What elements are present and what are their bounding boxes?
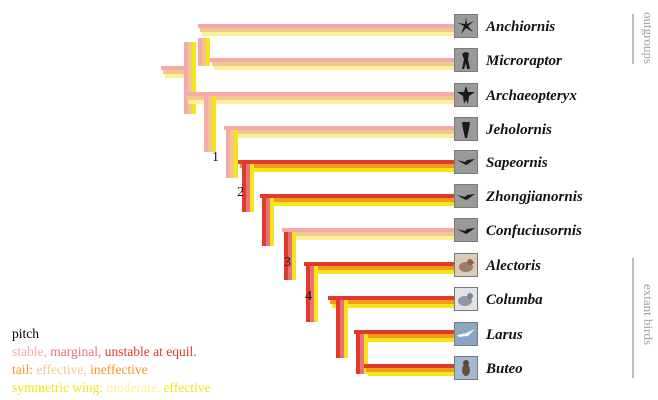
legend-tail-effective: effective, bbox=[36, 362, 87, 377]
legend-tail-prefix: tail: bbox=[12, 362, 33, 377]
taxon-label-alectoris: Alectoris bbox=[486, 258, 541, 274]
taxon-label-buteo: Buteo bbox=[486, 361, 523, 377]
taxon-label-larus: Larus bbox=[486, 327, 523, 343]
node-number-2: 2 bbox=[237, 185, 244, 200]
taxon-label-microraptor: Microraptor bbox=[486, 53, 562, 69]
bird-silhouette-icon bbox=[454, 150, 478, 174]
taxon-label-confuciusornis: Confuciusornis bbox=[486, 223, 582, 239]
archaeopteryx-silhouette-icon bbox=[454, 83, 478, 107]
legend-marginal: marginal, bbox=[50, 344, 102, 359]
legend-wing-effective: effective bbox=[163, 380, 211, 395]
outgroups-label: outgroups bbox=[641, 12, 656, 64]
hawk-photo-icon bbox=[454, 356, 478, 380]
taxon-label-sapeornis: Sapeornis bbox=[486, 155, 548, 171]
legend-tail-ineffective: ineffective bbox=[90, 362, 148, 377]
outgroups-bracket bbox=[632, 14, 634, 64]
taxon-label-jeholornis: Jeholornis bbox=[486, 122, 552, 138]
legend-title: pitch bbox=[12, 326, 39, 341]
legend-row-pitch-stability: stable, marginal, unstable at equil. bbox=[12, 344, 197, 360]
partridge-photo-icon bbox=[454, 253, 478, 277]
bird-silhouette-icon bbox=[454, 218, 478, 242]
legend-wing-prefix: symmetric wing: bbox=[12, 380, 104, 395]
legend-row-tail: tail: effective, ineffective bbox=[12, 362, 148, 378]
long-tailed-bird-silhouette-icon bbox=[454, 117, 478, 141]
legend-unstable: unstable at equil. bbox=[104, 344, 197, 359]
feathered-dinosaur-silhouette-icon bbox=[454, 14, 478, 38]
taxon-label-anchiornis: Anchiornis bbox=[486, 19, 556, 35]
taxon-label-archaeopteryx: Archaeopteryx bbox=[486, 88, 577, 104]
bird-silhouette-icon bbox=[454, 184, 478, 208]
gull-photo-icon bbox=[454, 322, 478, 346]
taxon-label-zhongjianornis: Zhongjianornis bbox=[486, 189, 583, 205]
extant-birds-bracket bbox=[632, 258, 634, 378]
legend-row-wing: symmetric wing: moderate, effective bbox=[12, 380, 210, 396]
extant-birds-label: extant birds bbox=[641, 284, 656, 346]
node-number-4: 4 bbox=[305, 289, 312, 304]
legend-stable: stable, bbox=[12, 344, 47, 359]
taxon-label-columba: Columba bbox=[486, 292, 543, 308]
node-number-3: 3 bbox=[284, 255, 291, 270]
legend-wing-moderate: moderate, bbox=[106, 380, 161, 395]
four-winged-dinosaur-silhouette-icon bbox=[454, 48, 478, 72]
node-number-1: 1 bbox=[212, 150, 219, 165]
pigeon-photo-icon bbox=[454, 287, 478, 311]
